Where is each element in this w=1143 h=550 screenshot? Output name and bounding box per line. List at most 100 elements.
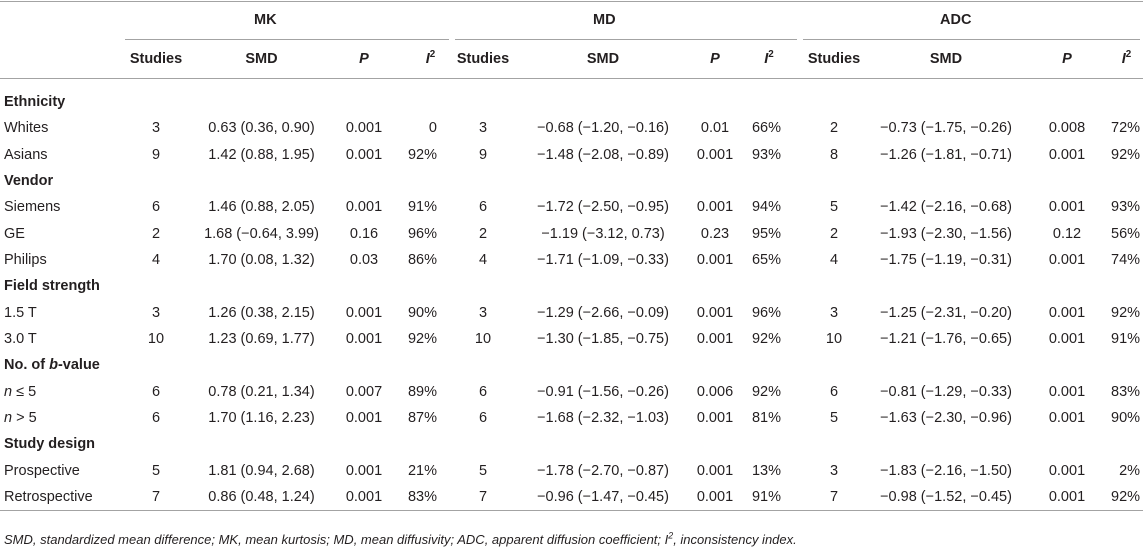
mk-smd-cell: 1.26 (0.38, 2.15)	[208, 304, 315, 321]
mk-smd-cell: 0.63 (0.36, 0.90)	[208, 120, 315, 137]
i2-symbol: I	[425, 50, 430, 67]
section-title-text: No. of	[4, 357, 50, 374]
footnote-text: SMD, standardized mean difference; MK, m…	[4, 532, 665, 547]
md-smd-header: SMD	[514, 40, 692, 79]
adc-i2-cell: 2%	[1119, 462, 1141, 479]
adc-smd-cell: −1.83 (−2.16, −1.50)	[880, 462, 1012, 479]
group-label-mk: MK	[125, 2, 449, 40]
md-p-cell: 0.001	[696, 410, 734, 427]
md-studies-cell: 3	[478, 304, 488, 321]
adc-p-cell: 0.001	[1048, 462, 1086, 479]
row-label: n ≤ 5	[0, 379, 122, 405]
table-row-prospective: Prospective 5 1.81 (0.94, 2.68) 0.001 21…	[0, 458, 1143, 484]
table-body: Ethnicity Whites 3 0.63 (0.36, 0.90) 0.0…	[0, 78, 1143, 510]
mk-p-cell: 0.001	[345, 410, 383, 427]
mk-smd-cell: 1.70 (1.16, 2.23)	[208, 410, 315, 427]
md-i2-cell: 96%	[751, 304, 781, 321]
adc-i2-cell: 72%	[1111, 120, 1141, 137]
md-studies-cell: 6	[478, 199, 488, 216]
adc-p-cell: 0.001	[1048, 252, 1086, 269]
group-label-adc: ADC	[803, 2, 1141, 40]
group-label-md: MD	[455, 2, 797, 40]
mk-p-cell: 0.001	[345, 331, 383, 348]
md-p-cell: 0.001	[696, 252, 734, 269]
adc-studies-cell: 3	[829, 304, 839, 321]
adc-i2-cell: 56%	[1111, 225, 1141, 242]
mk-studies-cell: 3	[151, 120, 161, 137]
empty-header-cell	[0, 2, 122, 41]
adc-p-cell: 0.001	[1048, 488, 1086, 505]
mk-p-cell: 0.001	[345, 120, 383, 137]
row-label-italic: n	[4, 383, 13, 400]
table-row-n-le-5: n ≤ 5 6 0.78 (0.21, 1.34) 0.007 89% 6 −0…	[0, 379, 1143, 405]
mk-p-cell: 0.03	[349, 252, 379, 269]
mk-smd-cell: 1.81 (0.94, 2.68)	[208, 462, 315, 479]
table-row-whites: Whites 3 0.63 (0.36, 0.90) 0.001 0 3 −0.…	[0, 115, 1143, 141]
table-header: MK MD ADC Studies SMD P I2 Studies SMD P…	[0, 2, 1143, 79]
mk-i2-cell: 96%	[407, 225, 437, 242]
mk-studies-cell: 6	[151, 410, 161, 427]
md-studies-cell: 10	[474, 331, 492, 348]
md-i2-cell: 81%	[751, 410, 781, 427]
adc-i2-cell: 83%	[1111, 383, 1141, 400]
p-symbol: P	[710, 50, 720, 67]
row-label: 3.0 T	[4, 331, 37, 348]
md-smd-cell: −0.91 (−1.56, −0.26)	[537, 383, 669, 400]
adc-smd-cell: −0.98 (−1.52, −0.45)	[880, 488, 1012, 505]
md-p-cell: 0.001	[696, 488, 734, 505]
section-title: Field strength	[4, 278, 100, 295]
row-label: GE	[4, 225, 25, 242]
i2-superscript: 2	[429, 48, 436, 60]
row-label: n > 5	[0, 405, 122, 431]
empty-subheader-cell	[0, 40, 122, 79]
md-i2-cell: 94%	[751, 199, 781, 216]
mk-smd-cell: 0.86 (0.48, 1.24)	[208, 488, 315, 505]
i2-symbol: I	[764, 50, 769, 67]
adc-smd-cell: −1.25 (−2.31, −0.20)	[880, 304, 1012, 321]
mk-p-cell: 0.001	[345, 304, 383, 321]
md-smd-cell: −1.78 (−2.70, −0.87)	[537, 462, 669, 479]
mk-i2-cell: 86%	[407, 252, 437, 269]
mk-smd-cell: 0.78 (0.21, 1.34)	[208, 383, 315, 400]
table-row-1-5t: 1.5 T 3 1.26 (0.38, 2.15) 0.001 90% 3 −1…	[0, 300, 1143, 326]
adc-p-cell: 0.001	[1048, 410, 1086, 427]
mk-smd-cell: 1.42 (0.88, 1.95)	[208, 146, 315, 163]
adc-p-cell: 0.008	[1048, 120, 1086, 137]
section-title-italic: b	[49, 357, 58, 374]
adc-smd-cell: −1.93 (−2.30, −1.56)	[880, 225, 1012, 242]
mk-studies-cell: 2	[151, 225, 161, 242]
mk-p-cell: 0.001	[345, 199, 383, 216]
footnote-i2-symbol: I	[664, 532, 669, 547]
p-symbol: P	[1062, 50, 1072, 67]
adc-p-cell: 0.12	[1052, 225, 1082, 242]
md-smd-cell: −1.48 (−2.08, −0.89)	[537, 146, 669, 163]
md-smd-cell: −0.96 (−1.47, −0.45)	[537, 488, 669, 505]
mk-studies-cell: 7	[151, 488, 161, 505]
footnote-text-end: , inconsistency index.	[673, 532, 797, 547]
mk-p-cell: 0.001	[345, 146, 383, 163]
section-row-study-design: Study design	[0, 431, 1143, 457]
adc-studies-header: Studies	[800, 40, 868, 79]
adc-p-cell: 0.001	[1048, 146, 1086, 163]
mk-i2-cell: 92%	[407, 331, 437, 348]
md-studies-cell: 7	[478, 488, 488, 505]
mk-p-cell: 0.001	[345, 462, 383, 479]
md-i2-cell: 92%	[751, 383, 781, 400]
mk-i2-cell: 87%	[407, 410, 437, 427]
adc-p-cell: 0.001	[1048, 383, 1086, 400]
table-row-asians: Asians 9 1.42 (0.88, 1.95) 0.001 92% 9 −…	[0, 142, 1143, 168]
md-i2-cell: 92%	[751, 331, 781, 348]
md-smd-cell: −1.29 (−2.66, −0.09)	[537, 304, 669, 321]
subgroup-analysis-table: MK MD ADC Studies SMD P I2 Studies SMD P…	[0, 1, 1143, 511]
adc-i2-cell: 92%	[1111, 146, 1141, 163]
md-i2-header: I2	[738, 40, 800, 79]
adc-studies-cell: 5	[829, 199, 839, 216]
mk-p-cell: 0.001	[345, 488, 383, 505]
section-title-suffix: -value	[57, 357, 100, 374]
md-studies-cell: 6	[478, 383, 488, 400]
adc-i2-cell: 91%	[1111, 331, 1141, 348]
adc-studies-cell: 10	[825, 331, 843, 348]
adc-p-cell: 0.001	[1048, 304, 1086, 321]
adc-smd-cell: −0.81 (−1.29, −0.33)	[880, 383, 1012, 400]
md-i2-cell: 13%	[751, 462, 781, 479]
